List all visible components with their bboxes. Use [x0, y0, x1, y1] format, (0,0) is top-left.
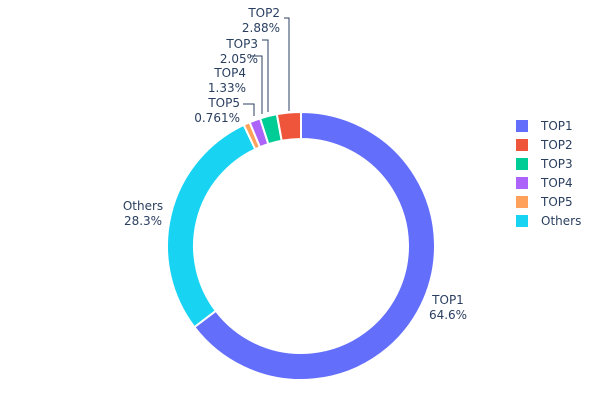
legend-swatch-top3[interactable]	[516, 158, 528, 170]
legend-swatch-others[interactable]	[516, 215, 528, 227]
slice-label-top3: TOP3	[225, 37, 258, 51]
slice-label-top5: TOP5	[207, 96, 240, 110]
legend-swatch-top5[interactable]	[516, 196, 528, 208]
leader-line-top2	[284, 17, 290, 111]
slice-value-top4: 1.33%	[208, 81, 246, 95]
leader-line-top4	[250, 55, 263, 114]
legend-label-top2[interactable]: TOP2	[540, 138, 573, 152]
slice-others[interactable]	[166, 123, 257, 329]
slice-top2[interactable]	[275, 110, 302, 142]
legend-label-top4[interactable]: TOP4	[540, 176, 573, 190]
leader-line-top5	[243, 103, 255, 116]
legend-label-top1[interactable]: TOP1	[540, 119, 573, 133]
slice-value-others: 28.3%	[124, 214, 162, 228]
legend-label-others[interactable]: Others	[541, 214, 581, 228]
slice-value-top3: 2.05%	[220, 52, 258, 66]
legend-swatch-top2[interactable]	[516, 139, 528, 151]
slice-value-top5: 0.761%	[194, 111, 240, 125]
legend-label-top3[interactable]: TOP3	[540, 157, 573, 171]
slice-label-top4: TOP4	[213, 66, 246, 80]
legend-swatch-top4[interactable]	[516, 177, 528, 189]
legend-label-top5[interactable]: TOP5	[540, 195, 573, 209]
legend-swatch-top1[interactable]	[516, 120, 528, 132]
slice-value-top1: 64.6%	[429, 308, 467, 322]
slice-label-others: Others	[123, 199, 163, 213]
slice-top1[interactable]	[192, 110, 436, 381]
slice-label-top2: TOP2	[247, 6, 280, 20]
slice-value-top2: 2.88%	[242, 21, 280, 35]
slice-label-top1: TOP1	[431, 293, 464, 307]
leader-line-top3	[262, 39, 269, 112]
